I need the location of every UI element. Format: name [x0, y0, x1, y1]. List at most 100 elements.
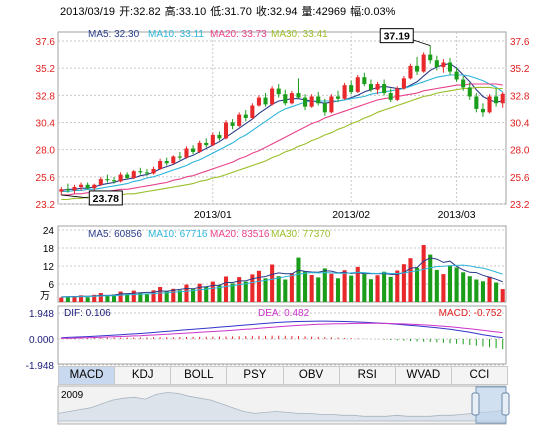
candle-body	[118, 174, 123, 182]
max-pointer	[412, 39, 431, 47]
candle-body	[428, 54, 433, 61]
volume-bar	[447, 265, 453, 302]
candle-body	[276, 88, 281, 95]
volume-bar	[138, 292, 143, 302]
candle-body	[375, 84, 380, 90]
navigator-selection	[475, 386, 507, 424]
candle-body	[59, 189, 64, 192]
price-tick-right: 23.2	[510, 200, 530, 211]
volume-bar	[401, 264, 406, 302]
volume-bar	[461, 272, 466, 302]
date-label: 2013/01	[194, 209, 232, 221]
volume-tick: 24	[43, 226, 55, 237]
quote-date: 2013/03/19	[60, 6, 116, 18]
volume-bar	[158, 287, 163, 302]
price-panel-frame	[57, 31, 507, 205]
volume-bar	[421, 245, 426, 302]
price-tick-left: 32.8	[36, 91, 56, 102]
close-label: 收:	[255, 6, 270, 18]
volume-bar	[111, 294, 117, 302]
price-legend-ma20: MA20: 33.73	[210, 29, 267, 40]
volume-tick: 12	[43, 262, 55, 273]
price-ma10-line	[61, 74, 504, 193]
candle-body	[138, 171, 143, 173]
tab-obv[interactable]: OBV	[284, 367, 340, 384]
candle-body	[494, 96, 499, 104]
volume-bar	[316, 277, 321, 302]
dif-line	[61, 320, 503, 339]
volume-bar	[329, 273, 334, 302]
low-label: 低:	[210, 6, 225, 18]
candle-body	[335, 96, 341, 99]
volume-tick: 6	[48, 280, 54, 291]
tab-cci[interactable]: CCI	[469, 369, 490, 381]
volume-bar	[500, 289, 505, 302]
change-label: 幅:	[350, 6, 365, 18]
volume-bar	[270, 264, 275, 302]
candle-body	[164, 160, 169, 164]
volume-value: 42969	[315, 6, 347, 18]
volume-bar	[184, 284, 189, 302]
candle-body	[388, 93, 393, 100]
tab-macd[interactable]: MACD	[59, 367, 116, 384]
volume-label: 量:	[301, 6, 316, 18]
volume-bar	[59, 297, 64, 302]
price-tick-right: 28.0	[510, 146, 530, 157]
volume-bar	[289, 273, 294, 302]
candle-body	[329, 96, 334, 113]
volume-bar	[408, 258, 413, 302]
volume-bar	[335, 278, 341, 302]
candle-body	[131, 171, 136, 178]
volume-bar	[467, 276, 472, 302]
candle-body	[415, 65, 420, 72]
candle-body	[98, 179, 103, 185]
price-tick-left: 37.6	[36, 37, 56, 48]
tab-wvad[interactable]: WVAD	[396, 367, 452, 384]
volume-bar	[204, 286, 209, 302]
candle-body	[270, 88, 275, 105]
high-label: 高:	[164, 6, 179, 18]
candle-body	[177, 156, 182, 158]
volume-bar	[197, 283, 202, 302]
volume-legend-ma5: MA5: 60856	[88, 229, 142, 240]
volume-bar	[342, 270, 347, 302]
volume-bar	[105, 296, 110, 302]
tab-boll[interactable]: BOLL	[171, 367, 228, 384]
tab-kdj[interactable]: KDJ	[115, 367, 172, 384]
candle-body	[111, 180, 117, 182]
candle-body	[408, 65, 413, 79]
volume-bar	[494, 282, 499, 302]
date-label: 2013/02	[332, 209, 370, 221]
volume-bar	[375, 275, 380, 302]
candle-body	[421, 54, 426, 72]
tab-psy[interactable]: PSY	[227, 367, 284, 384]
volume-bar	[65, 296, 70, 302]
macd-panel-frame	[57, 305, 507, 365]
volume-bar	[79, 295, 84, 302]
volume-bar	[362, 274, 367, 302]
price-legend-ma10: MA10: 33.11	[148, 29, 204, 40]
volume-bar	[177, 290, 182, 302]
volume-bar	[98, 293, 103, 302]
volume-bar	[487, 276, 492, 302]
volume-bar	[349, 275, 354, 302]
macd-tick: 1.948	[29, 309, 54, 320]
candle-body	[79, 184, 84, 188]
candle-body	[65, 189, 70, 191]
candle-body	[487, 96, 492, 113]
price-tick-right: 37.6	[510, 37, 530, 48]
price-tick-right: 25.6	[510, 173, 530, 184]
volume-bar	[309, 275, 314, 302]
tab-rsi[interactable]: RSI	[340, 367, 396, 384]
volume-bar	[125, 293, 130, 302]
open-label: 开:	[119, 6, 134, 18]
volume-bar	[263, 278, 268, 302]
candle-body	[72, 187, 77, 191]
candle-body	[105, 179, 110, 181]
price-legend-ma5: MA5: 32.30	[88, 29, 140, 40]
volume-bar	[217, 285, 222, 302]
volume-bar	[382, 271, 387, 302]
volume-bar	[223, 276, 229, 302]
volume-bar	[303, 271, 308, 302]
